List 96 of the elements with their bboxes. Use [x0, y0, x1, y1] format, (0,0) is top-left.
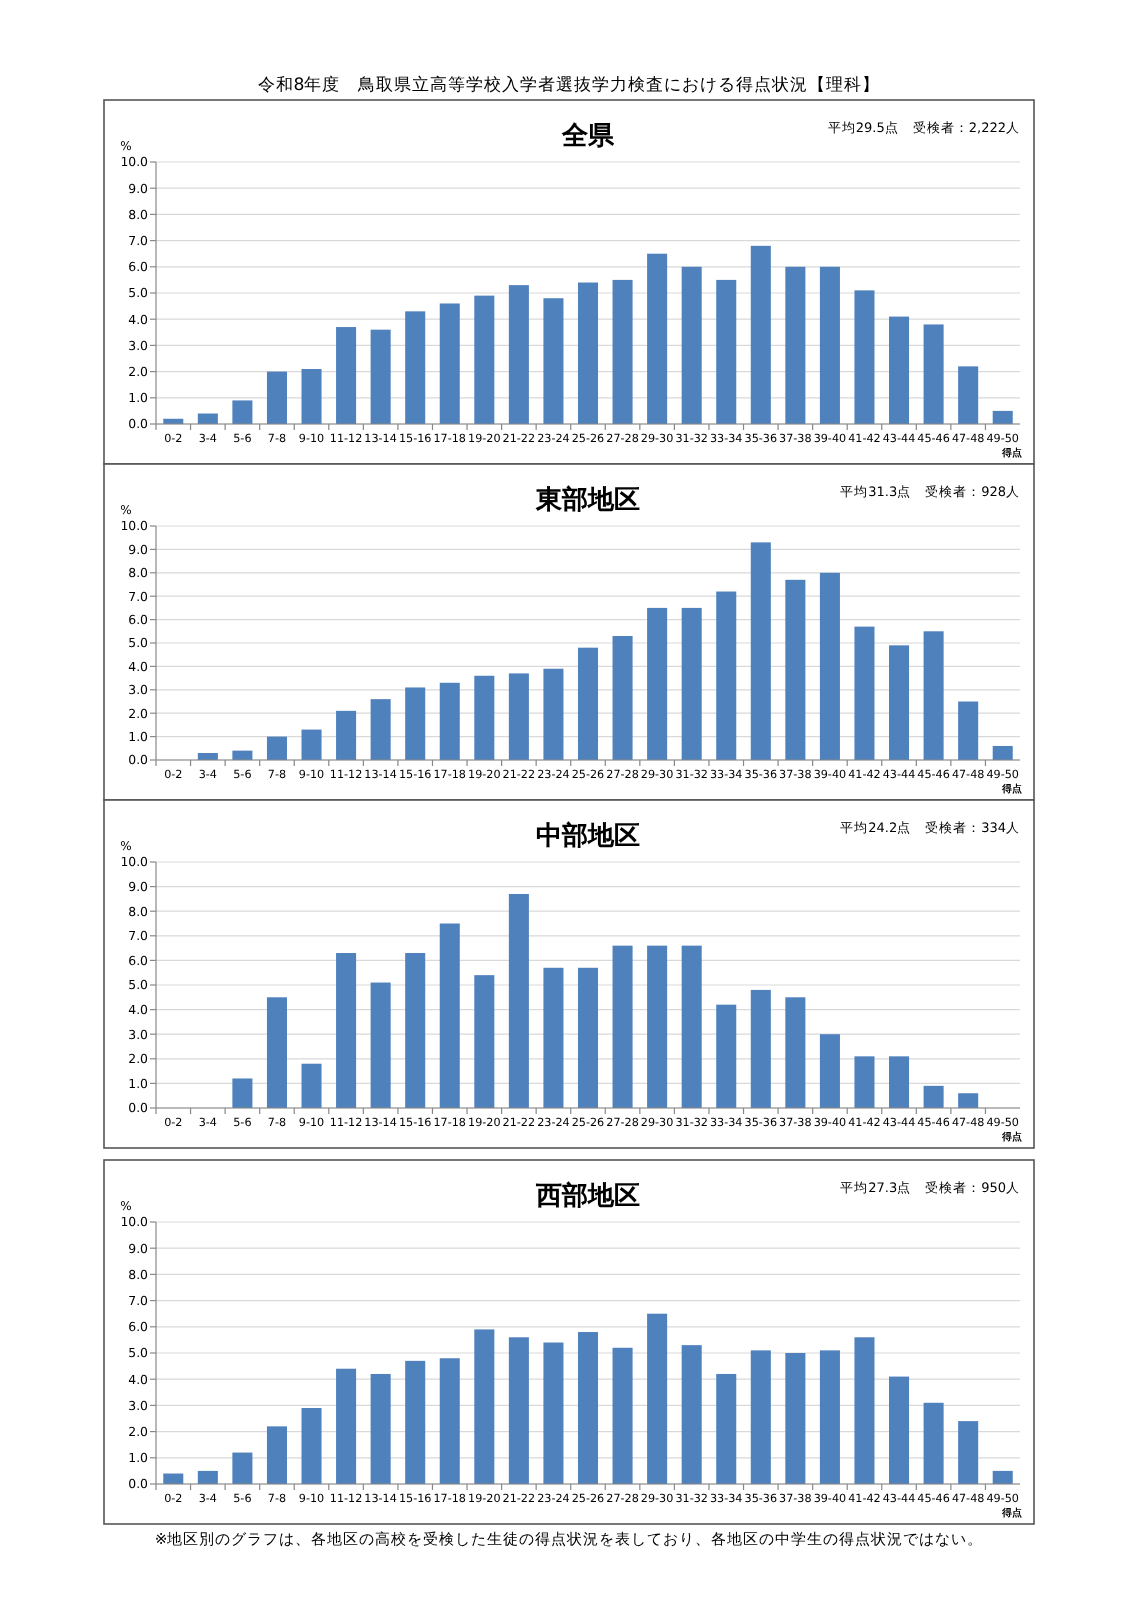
bar — [992, 1470, 1013, 1484]
bar — [301, 368, 322, 424]
bar — [301, 729, 322, 760]
bar — [785, 579, 806, 760]
bar — [232, 1452, 253, 1484]
bar — [819, 1034, 840, 1108]
bar — [750, 989, 771, 1108]
bar — [612, 279, 633, 424]
bar — [197, 1470, 218, 1484]
bar — [681, 266, 702, 424]
bar — [266, 736, 287, 760]
bar — [612, 635, 633, 760]
bar — [439, 1358, 460, 1484]
chart-subtitle: 東部地区 — [534, 484, 640, 516]
bar — [923, 324, 944, 424]
bar — [301, 1408, 322, 1484]
bar — [889, 1376, 910, 1484]
bar — [785, 997, 806, 1108]
bar — [958, 366, 979, 424]
bar — [370, 1373, 391, 1484]
bar — [577, 967, 599, 1108]
bar — [266, 1426, 287, 1484]
bar — [474, 975, 495, 1108]
bar — [958, 1093, 979, 1108]
chart-title: 令和8年度 鳥取県立高等学校入学者選抜学力検査における得点状況【理科】 — [257, 74, 881, 96]
bar — [232, 400, 253, 424]
bar — [612, 1347, 633, 1484]
bar — [439, 682, 460, 760]
bar — [854, 626, 875, 760]
bar — [370, 699, 391, 760]
bar — [612, 945, 633, 1108]
bar — [716, 279, 737, 424]
bar — [474, 675, 495, 760]
bar — [750, 542, 771, 760]
bar — [336, 1368, 357, 1484]
bar — [474, 1329, 495, 1484]
bar — [681, 945, 702, 1108]
bar — [854, 1056, 875, 1108]
bar — [336, 327, 357, 424]
bar — [439, 923, 460, 1108]
bar — [336, 710, 357, 760]
bar — [508, 1337, 529, 1484]
bar — [889, 316, 910, 424]
bar — [923, 1085, 944, 1108]
bar — [232, 1078, 253, 1108]
bar — [854, 290, 875, 424]
bar — [336, 953, 357, 1108]
bar — [716, 1004, 737, 1108]
bar — [819, 266, 840, 424]
bar — [716, 1373, 737, 1484]
bar — [543, 298, 564, 424]
bar — [508, 285, 529, 424]
bar — [577, 1332, 599, 1484]
bar — [716, 591, 737, 760]
bar — [474, 295, 495, 424]
bar — [439, 303, 460, 424]
bar — [647, 945, 668, 1108]
bar — [889, 645, 910, 760]
bar — [405, 687, 426, 760]
bar — [301, 1063, 322, 1108]
bar — [992, 745, 1013, 760]
bar — [508, 893, 529, 1108]
chart-subtitle: 全県 — [560, 122, 616, 152]
chart-subtitle: 中部地区 — [536, 820, 640, 852]
bar — [750, 1350, 771, 1484]
bar — [405, 311, 426, 424]
bar — [681, 607, 702, 760]
bar — [958, 701, 979, 760]
bar — [508, 673, 529, 760]
bar — [819, 1350, 840, 1484]
bar — [266, 997, 287, 1108]
bar — [681, 1345, 702, 1484]
bar — [958, 1421, 979, 1484]
bar — [992, 410, 1013, 424]
bar — [405, 953, 426, 1108]
bar — [370, 329, 391, 424]
bar — [647, 253, 668, 424]
bar — [647, 1313, 668, 1484]
bar — [577, 647, 599, 760]
bar — [854, 1337, 875, 1484]
bar — [543, 967, 564, 1108]
bar — [819, 572, 840, 760]
bar — [543, 1342, 564, 1484]
chart-subtitle: 西部地区 — [534, 1180, 640, 1212]
bar — [266, 371, 287, 424]
bar — [750, 245, 771, 424]
bar — [543, 668, 564, 760]
bar — [577, 282, 599, 424]
bar — [923, 1402, 944, 1484]
bar — [785, 266, 806, 424]
bar — [923, 631, 944, 760]
bar — [889, 1056, 910, 1108]
bar — [647, 607, 668, 760]
bar — [785, 1353, 806, 1484]
bar — [370, 982, 391, 1108]
bar — [405, 1360, 426, 1484]
